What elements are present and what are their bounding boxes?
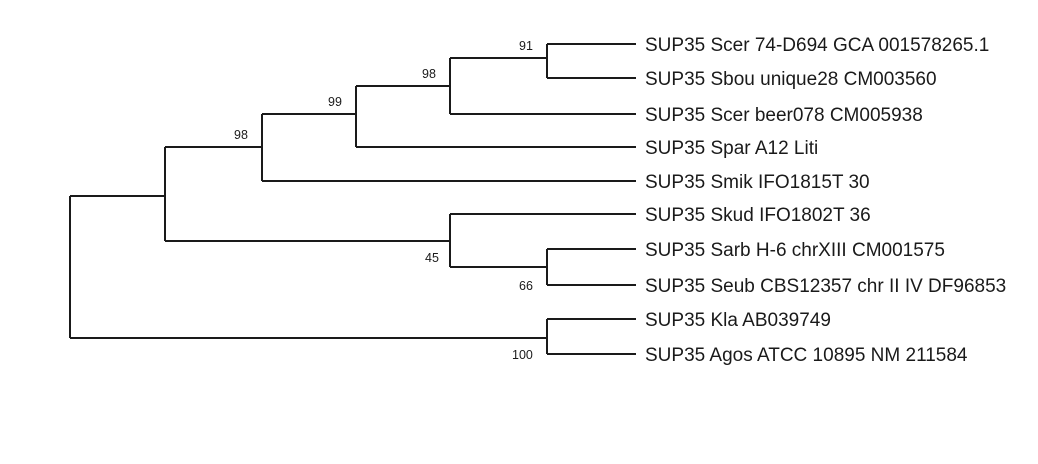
support-values: 91 98 99 98 45 66 100 xyxy=(234,39,533,362)
leaf-labels: SUP35 Scer 74-D694 GCA 001578265.1 SUP35… xyxy=(645,35,1006,366)
leaf-label-smik-ifo1815t: SUP35 Smik IFO1815T 30 xyxy=(645,172,870,193)
support-value-skud-sarb-seub: 45 xyxy=(425,251,439,265)
leaf-label-seub-cbs12357: SUP35 Seub CBS12357 chr II IV DF96853 xyxy=(645,276,1006,297)
leaf-label-sbou-unique28: SUP35 Sbou unique28 CM003560 xyxy=(645,69,937,90)
leaf-label-skud-ifo1802t: SUP35 Skud IFO1802T 36 xyxy=(645,205,871,226)
leaf-label-scer-beer078: SUP35 Scer beer078 CM005938 xyxy=(645,105,923,126)
leaf-label-kla-ab039749: SUP35 Kla AB039749 xyxy=(645,310,831,331)
support-value-scer-sbou: 91 xyxy=(519,39,533,53)
leaf-label-sarb-h6: SUP35 Sarb H-6 chrXIII CM001575 xyxy=(645,240,945,261)
support-value-kla-agos: 100 xyxy=(512,348,533,362)
leaf-label-scer-74-d694: SUP35 Scer 74-D694 GCA 001578265.1 xyxy=(645,35,989,56)
support-value-with-spar: 99 xyxy=(328,95,342,109)
support-value-scer-sbou-beer: 98 xyxy=(422,67,436,81)
support-value-with-smik: 98 xyxy=(234,128,248,142)
leaf-label-spar-a12: SUP35 Spar A12 Liti xyxy=(645,138,818,159)
support-value-sarb-seub: 66 xyxy=(519,279,533,293)
tree-branches xyxy=(69,43,636,355)
leaf-label-agos-atcc10895: SUP35 Agos ATCC 10895 NM 211584 xyxy=(645,345,968,366)
